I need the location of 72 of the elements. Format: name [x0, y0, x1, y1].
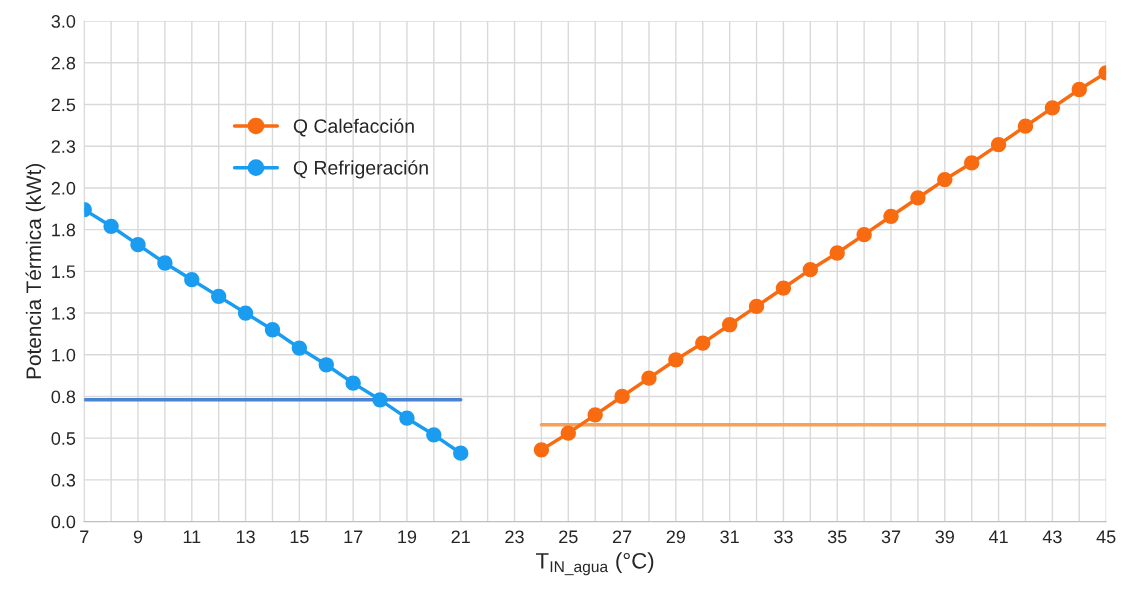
y-axis-title: Potencia Térmica (kWt) [25, 164, 46, 379]
point [802, 262, 818, 278]
point [883, 208, 899, 224]
point [910, 190, 926, 206]
point [937, 171, 953, 188]
point [775, 280, 792, 296]
point [372, 392, 388, 408]
point [695, 335, 711, 351]
x-tick-label: 37 [881, 530, 901, 544]
y-tick-label: 0.3 [51, 473, 76, 487]
point [748, 298, 765, 315]
point [399, 410, 415, 426]
x-tick-label: 9 [133, 530, 143, 544]
y-tick-label: 2.3 [51, 140, 76, 153]
x-tick-label: 13 [236, 530, 255, 544]
y-tick-label: 0.0 [51, 515, 76, 529]
point [856, 227, 872, 243]
point [1017, 118, 1034, 134]
legend-label: Q Calefacción [293, 118, 414, 137]
y-tick-label: 2.8 [51, 56, 76, 70]
y-tick-label: 0.5 [51, 432, 76, 445]
point [668, 352, 684, 368]
point [291, 340, 308, 356]
x-tick-label: 17 [344, 530, 363, 544]
y-tick-label: 3.0 [51, 15, 76, 28]
x-tick-label: 23 [505, 530, 524, 544]
x-axis-title: T$_{IN_agua}$ (°C) [536, 552, 654, 576]
point [587, 407, 603, 423]
x-tick-label: 7 [80, 530, 89, 544]
x-tick-label: 21 [451, 530, 470, 544]
point [157, 255, 173, 271]
x-tick-label: 43 [1042, 530, 1062, 544]
point [1044, 100, 1061, 116]
x-tick-label: 33 [774, 530, 793, 544]
point [426, 427, 442, 443]
x-tick-label: 27 [612, 530, 632, 544]
x-tick-label: 35 [827, 530, 847, 544]
x-tick-label: 39 [935, 530, 954, 544]
x-tick-label: 11 [183, 530, 201, 544]
y-tick-label: 1.0 [52, 348, 76, 362]
y-tick-label: 0.8 [51, 390, 76, 404]
point [722, 317, 738, 333]
x-tick-label: 25 [559, 530, 578, 544]
point [641, 370, 657, 386]
x-tick-label: 29 [666, 530, 686, 544]
x-tick-label: 45 [1096, 530, 1116, 544]
point [964, 155, 980, 171]
point [184, 272, 200, 288]
point [453, 445, 469, 461]
point [318, 357, 334, 373]
x-tick-label: 15 [290, 530, 309, 544]
point [614, 388, 630, 405]
y-tick-label: 2.0 [51, 181, 76, 195]
y-tick-label: 1.5 [52, 265, 76, 279]
y-tick-label: 1.3 [52, 306, 76, 320]
point [1071, 81, 1087, 98]
x-tick-label: 19 [398, 530, 417, 544]
point [211, 288, 227, 305]
x-tick-label: 31 [720, 530, 739, 544]
x-tick-label: 41 [988, 530, 1008, 544]
point [560, 425, 576, 441]
point [990, 136, 1007, 153]
point [237, 305, 254, 321]
point [130, 237, 146, 253]
point [345, 375, 361, 391]
point [264, 322, 281, 338]
y-tick-label: 2.5 [51, 98, 76, 112]
legend-label: Q Refrigeración [293, 160, 428, 179]
point [103, 218, 119, 234]
y-tick-label: 1.8 [52, 223, 76, 237]
point [533, 442, 550, 458]
point [829, 245, 845, 261]
